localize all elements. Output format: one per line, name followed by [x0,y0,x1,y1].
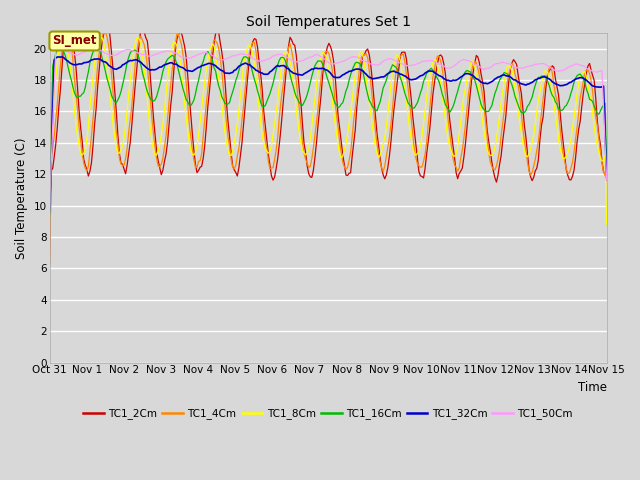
TC1_16Cm [45,215,53,221]
TC1_50Cm [603,177,611,182]
TC1_32Cm [58,54,66,60]
TC1_32Cm [603,175,611,181]
X-axis label: Time: Time [578,381,607,394]
TC1_16Cm [213,76,221,82]
Title: Soil Temperatures Set 1: Soil Temperatures Set 1 [246,15,411,29]
TC1_32Cm [45,210,53,216]
TC1_16Cm [232,78,239,84]
TC1_4Cm [241,87,249,93]
TC1_16Cm [92,43,100,49]
TC1_2Cm [65,17,72,23]
TC1_4Cm [63,26,70,32]
TC1_8Cm [291,91,299,97]
TC1_4Cm [232,163,239,168]
Line: TC1_32Cm: TC1_32Cm [49,57,607,213]
TC1_16Cm [241,54,249,60]
TC1_8Cm [573,90,581,96]
TC1_32Cm [213,64,221,70]
TC1_4Cm [603,167,611,172]
TC1_8Cm [241,54,249,60]
TC1_50Cm [213,56,221,62]
TC1_50Cm [573,61,581,67]
TC1_32Cm [291,71,299,76]
TC1_2Cm [603,177,611,183]
TC1_2Cm [116,151,124,156]
TC1_4Cm [573,124,581,130]
TC1_2Cm [291,42,299,48]
TC1_2Cm [573,138,581,144]
TC1_32Cm [116,65,124,71]
TC1_50Cm [45,202,53,208]
TC1_32Cm [573,76,581,82]
Y-axis label: Soil Temperature (C): Soil Temperature (C) [15,137,28,259]
Line: TC1_4Cm: TC1_4Cm [49,29,607,262]
TC1_32Cm [232,67,239,73]
TC1_16Cm [603,165,611,170]
Line: TC1_8Cm: TC1_8Cm [49,34,607,224]
TC1_8Cm [213,63,221,69]
TC1_50Cm [116,50,124,56]
TC1_8Cm [603,221,611,227]
TC1_2Cm [232,169,239,175]
TC1_50Cm [52,44,60,50]
Line: TC1_16Cm: TC1_16Cm [49,46,607,218]
TC1_2Cm [45,262,53,268]
Legend: TC1_2Cm, TC1_4Cm, TC1_8Cm, TC1_16Cm, TC1_32Cm, TC1_50Cm: TC1_2Cm, TC1_4Cm, TC1_8Cm, TC1_16Cm, TC1… [79,404,577,423]
TC1_4Cm [45,259,53,264]
TC1_8Cm [232,132,239,137]
TC1_8Cm [45,207,53,213]
Text: SI_met: SI_met [52,35,97,48]
TC1_8Cm [116,150,124,156]
TC1_50Cm [241,52,249,58]
TC1_32Cm [241,60,249,66]
TC1_16Cm [291,90,299,96]
TC1_4Cm [213,40,221,46]
TC1_2Cm [213,27,221,33]
TC1_16Cm [116,94,124,99]
TC1_4Cm [291,67,299,72]
TC1_8Cm [58,31,66,37]
TC1_4Cm [116,156,124,161]
Line: TC1_2Cm: TC1_2Cm [49,20,607,265]
TC1_50Cm [232,52,239,58]
Line: TC1_50Cm: TC1_50Cm [49,47,607,205]
TC1_50Cm [291,59,299,64]
TC1_16Cm [573,72,581,78]
TC1_2Cm [241,103,249,109]
